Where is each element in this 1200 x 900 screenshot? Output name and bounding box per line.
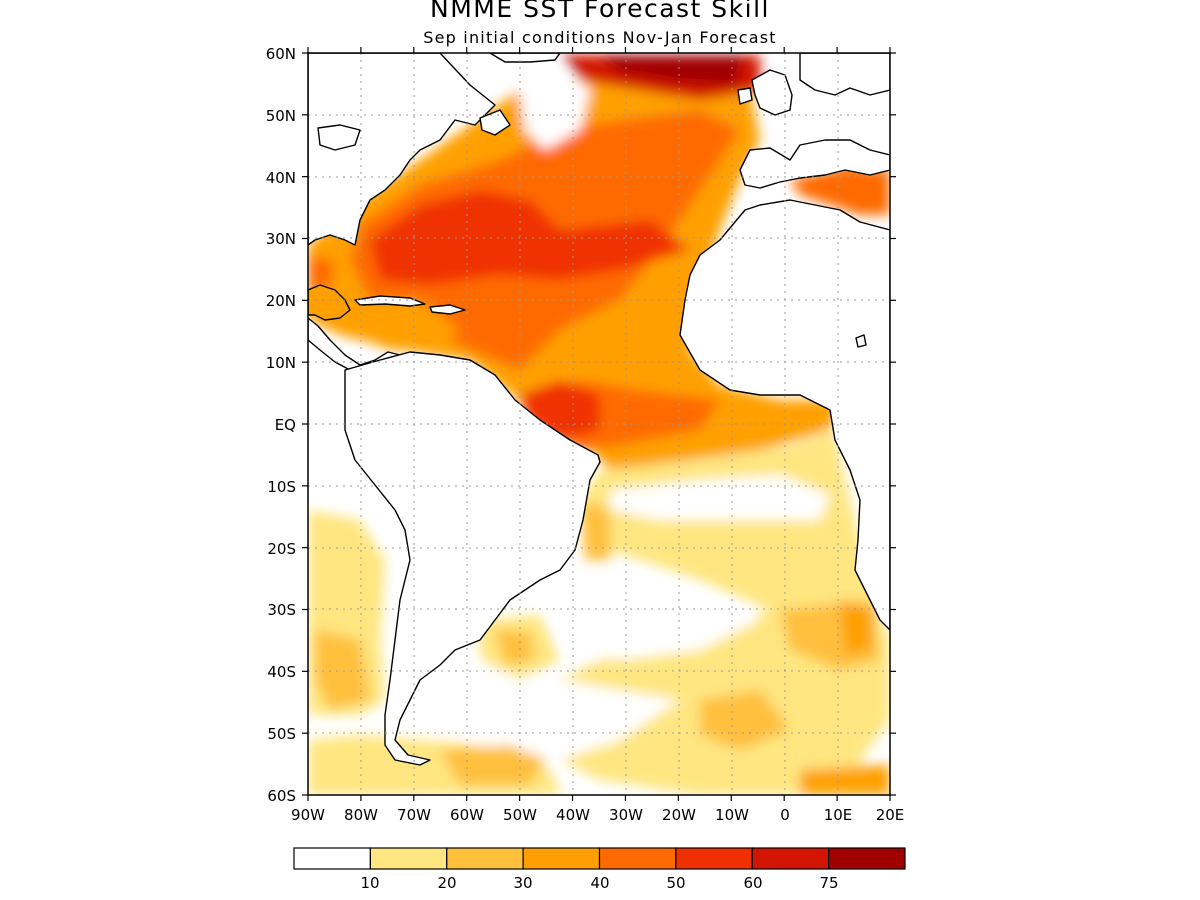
lon-label: 20E (876, 806, 905, 824)
lat-label: 40S (267, 663, 296, 681)
latitude-axis: 60N 50N 40N 30N 20N 10N EQ 10S 20S 30S 4… (266, 45, 296, 805)
lat-label: 30S (267, 601, 296, 619)
colorbar-label: 30 (513, 874, 532, 892)
colorbar-label: 10 (360, 874, 379, 892)
lon-label: 10W (715, 806, 749, 824)
colorbar-swatch (522, 847, 601, 870)
lat-label: 50N (266, 107, 296, 125)
colorbar-swatch (369, 847, 448, 870)
land-outlines (308, 53, 890, 766)
colorbar-label: 20 (437, 874, 456, 892)
lon-label: 90W (291, 806, 325, 824)
lon-label: 70W (397, 806, 431, 824)
lon-label: 30W (609, 806, 643, 824)
skill-shading (308, 53, 890, 795)
colorbar-swatch (751, 847, 830, 870)
colorbar-label: 60 (743, 874, 762, 892)
colorbar-label: 50 (666, 874, 685, 892)
lat-label: 60N (266, 45, 296, 63)
chart-title: NMME SST Forecast Skill (430, 0, 770, 23)
lon-label: 60W (450, 806, 484, 824)
lat-label: 40N (266, 169, 296, 187)
axis-ticks (302, 47, 896, 801)
lon-label: 10E (824, 806, 853, 824)
colorbar (293, 847, 906, 870)
chart-subtitle: Sep initial conditions Nov-Jan Forecast (423, 28, 777, 47)
lon-label: 20W (662, 806, 696, 824)
colorbar-labels: 10 20 30 40 50 60 75 (360, 874, 838, 892)
lat-label: 60S (267, 787, 296, 805)
lat-label: 30N (266, 230, 296, 248)
colorbar-label: 75 (819, 874, 838, 892)
gridlines (308, 53, 890, 795)
lon-label: 50W (503, 806, 537, 824)
lon-label: 80W (344, 806, 378, 824)
longitude-axis: 90W 80W 70W 60W 50W 40W 30W 20W 10W 0 10… (291, 806, 904, 824)
lon-label: 0 (780, 806, 790, 824)
lat-label: 50S (267, 725, 296, 743)
colorbar-label: 40 (590, 874, 609, 892)
lat-label: 20N (266, 292, 296, 310)
lat-label: EQ (275, 416, 296, 434)
lat-label: 10S (267, 478, 296, 496)
colorbar-swatch (675, 847, 753, 870)
lat-label: 10N (266, 354, 296, 372)
lat-label: 20S (267, 540, 296, 558)
colorbar-swatch (828, 847, 906, 870)
colorbar-swatch (293, 847, 371, 870)
colorbar-swatch (598, 847, 677, 870)
colorbar-swatch (446, 847, 524, 870)
lon-label: 40W (556, 806, 590, 824)
